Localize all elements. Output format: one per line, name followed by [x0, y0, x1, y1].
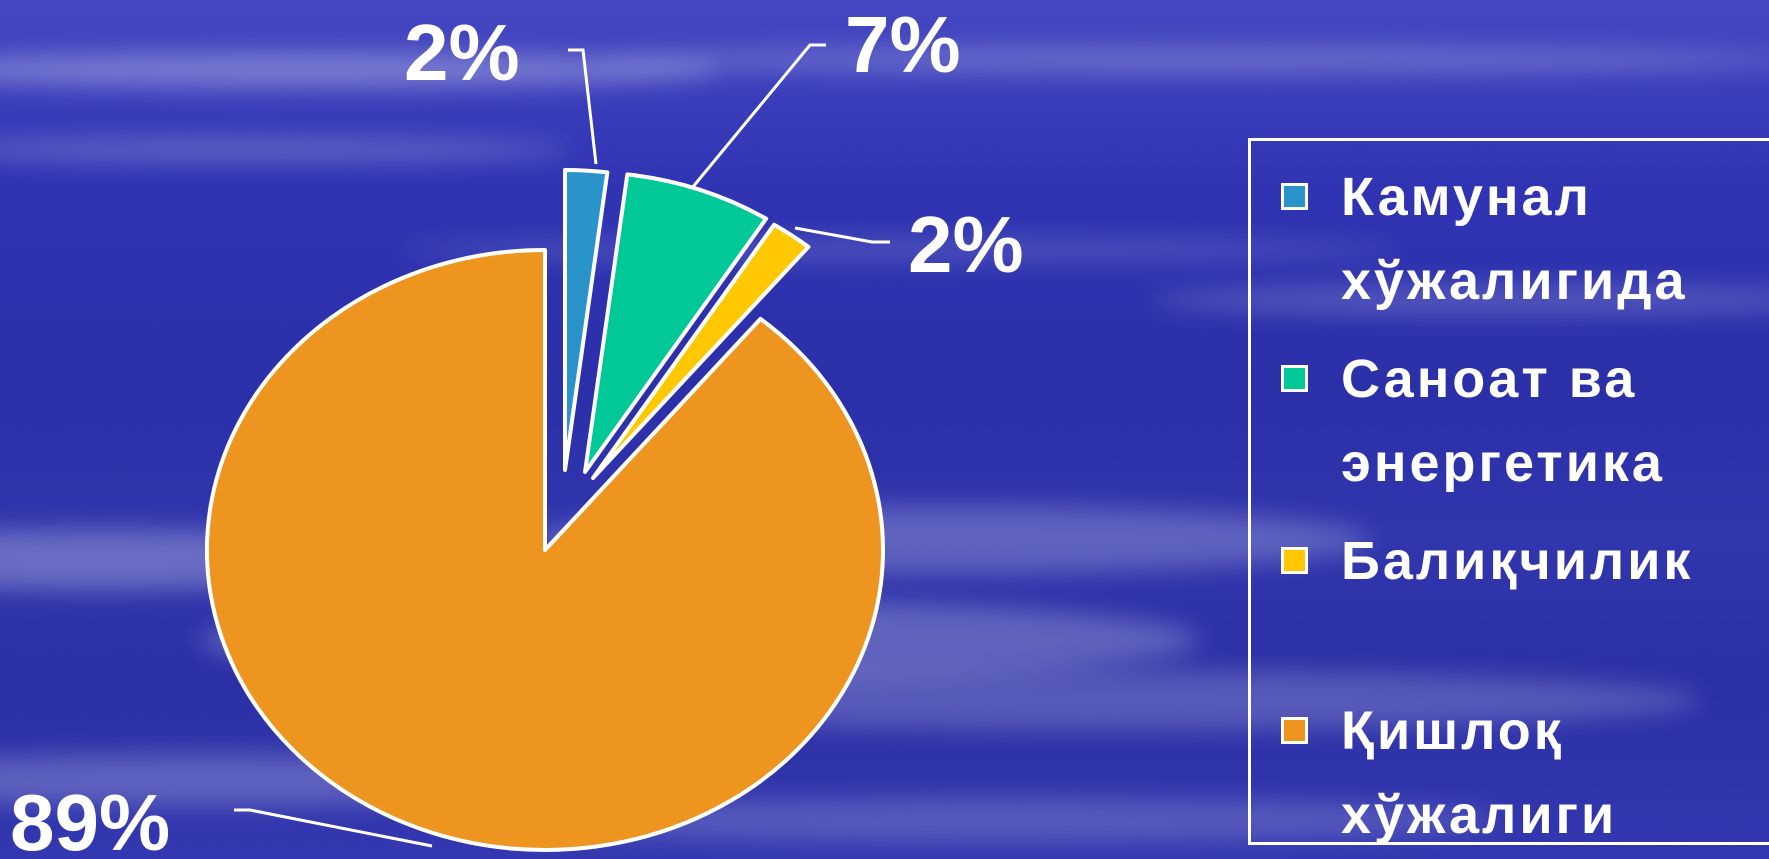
- leader-line-agriculture: [234, 808, 433, 848]
- legend-label-communal: Камунал хўжалигида: [1341, 167, 1688, 311]
- pie-slice-fishery: [591, 222, 811, 480]
- leader-line-industry: [690, 43, 826, 189]
- legend-swatch-communal: [1281, 183, 1308, 210]
- legend-swatch-agriculture: [1281, 717, 1308, 744]
- data-label-fishery: 2%: [908, 200, 1024, 289]
- data-label-communal: 2%: [404, 8, 520, 97]
- legend-label-fishery: Балиқчилик: [1341, 531, 1694, 591]
- leader-line-communal: [568, 48, 598, 165]
- leader-line-fishery: [794, 226, 890, 244]
- legend-swatch-fishery: [1281, 547, 1308, 574]
- data-label-industry: 7%: [845, 0, 961, 89]
- legend-label-industry: Саноат ва энергетика: [1341, 349, 1665, 493]
- data-label-agriculture: 89%: [10, 778, 170, 859]
- pie-slice-agriculture: [205, 248, 885, 852]
- legend-swatch-industry: [1281, 365, 1308, 392]
- pie-slice-communal: [563, 168, 610, 472]
- legend-label-agriculture: Қишлоқ хўжалиги: [1341, 701, 1618, 845]
- pie-slice-industry: [583, 172, 769, 474]
- chart-legend: Камунал хўжалигида Саноат ва энергетика …: [1248, 138, 1769, 845]
